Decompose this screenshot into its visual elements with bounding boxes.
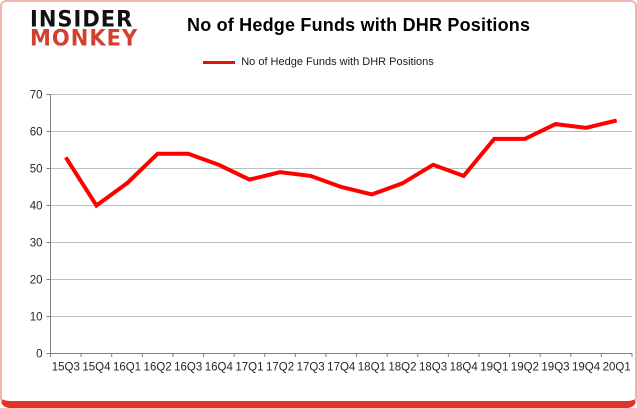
x-tick-label: 19Q4 xyxy=(572,362,601,374)
x-tick-label: 19Q1 xyxy=(480,362,508,374)
legend-label: No of Hedge Funds with DHR Positions xyxy=(241,56,434,68)
series-line xyxy=(64,118,618,209)
x-tick-label: 19Q2 xyxy=(511,362,539,374)
insider-monkey-logo: INSIDER MONKEY xyxy=(30,6,139,51)
x-tick-label: 18Q1 xyxy=(358,362,386,374)
x-tick-label: 17Q4 xyxy=(327,362,356,374)
y-tick-label: 50 xyxy=(30,164,43,176)
x-tick-label: 19Q3 xyxy=(541,362,569,374)
y-tick-label: 60 xyxy=(30,127,43,139)
y-tick-label: 40 xyxy=(30,201,43,213)
chart-legend: No of Hedge Funds with DHR Positions xyxy=(2,56,635,68)
y-tick-label: 0 xyxy=(36,349,42,361)
x-tick-label: 16Q3 xyxy=(174,362,202,374)
y-tick-label: 30 xyxy=(30,238,43,250)
y-tick-label: 20 xyxy=(30,275,43,287)
x-tick-label: 20Q1 xyxy=(603,362,631,374)
x-tick-label: 16Q4 xyxy=(205,362,234,374)
logo-line-monkey: MONKEY xyxy=(30,25,139,51)
x-tick-label: 18Q4 xyxy=(450,362,479,374)
chart-title: No of Hedge Funds with DHR Positions xyxy=(187,15,531,35)
x-tick-label: 15Q3 xyxy=(52,362,80,374)
x-tick-label: 15Q4 xyxy=(82,362,111,374)
x-tick-label: 17Q3 xyxy=(297,362,325,374)
legend-line-swatch xyxy=(203,60,236,64)
y-tick-label: 10 xyxy=(30,312,43,324)
x-tick-label: 18Q3 xyxy=(419,362,447,374)
x-tick-label: 16Q2 xyxy=(144,362,172,374)
y-tick-label: 70 xyxy=(30,90,43,102)
x-tick-label: 17Q1 xyxy=(235,362,263,374)
x-tick-label: 16Q1 xyxy=(113,362,141,374)
x-tick-label: 18Q2 xyxy=(388,362,416,374)
logo-line-insider: INSIDER xyxy=(30,6,134,32)
x-tick-label: 17Q2 xyxy=(266,362,294,374)
